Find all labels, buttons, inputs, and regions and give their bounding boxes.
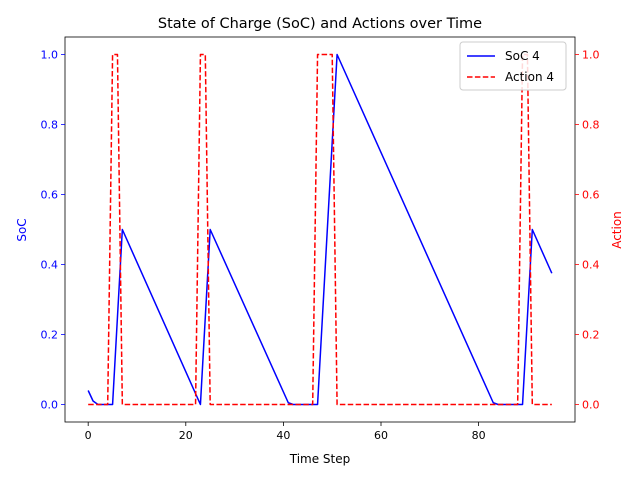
y-right-tick-label: 1.0 <box>582 49 600 62</box>
y-left-tick-label: 0.8 <box>41 119 59 132</box>
y-left-tick-label: 0.6 <box>41 189 59 202</box>
y-right-tick-label: 0.2 <box>582 329 600 342</box>
y-right-tick-label: 0.0 <box>582 399 600 412</box>
x-tick-label: 20 <box>179 429 193 442</box>
series-line-action <box>88 53 552 406</box>
x-tick-label: 40 <box>276 429 290 442</box>
y-left-tick-label: 0.4 <box>41 259 59 272</box>
y-axis-left-label: SoC <box>15 218 29 241</box>
series-line-soc <box>87 53 553 406</box>
y-left-tick-label: 0.0 <box>41 399 59 412</box>
x-tick-label: 0 <box>85 429 92 442</box>
legend-label-soc: SoC 4 <box>505 49 540 63</box>
x-axis-label: Time Step <box>289 452 351 466</box>
y-left-tick-label: 1.0 <box>41 49 59 62</box>
y-axis-right-label: Action <box>610 211 624 249</box>
legend: SoC 4 Action 4 <box>459 41 567 91</box>
plot-frame <box>64 36 576 423</box>
legend-box <box>459 41 567 91</box>
x-tick-label: 60 <box>374 429 388 442</box>
y-right-tick-label: 0.6 <box>582 189 600 202</box>
y-right-tick-label: 0.4 <box>582 259 600 272</box>
y-left-tick-label: 0.2 <box>41 329 59 342</box>
x-tick-label: 80 <box>472 429 486 442</box>
legend-label-action: Action 4 <box>505 70 554 84</box>
plot-area <box>87 53 553 406</box>
chart-title: State of Charge (SoC) and Actions over T… <box>158 16 482 32</box>
y-right-tick-label: 0.8 <box>582 119 600 132</box>
axes: 0 20 40 60 80 0.0 0.2 0.4 0.6 0.8 1.0 0.0 0.2 0.4 0.6 0… <box>41 36 600 442</box>
